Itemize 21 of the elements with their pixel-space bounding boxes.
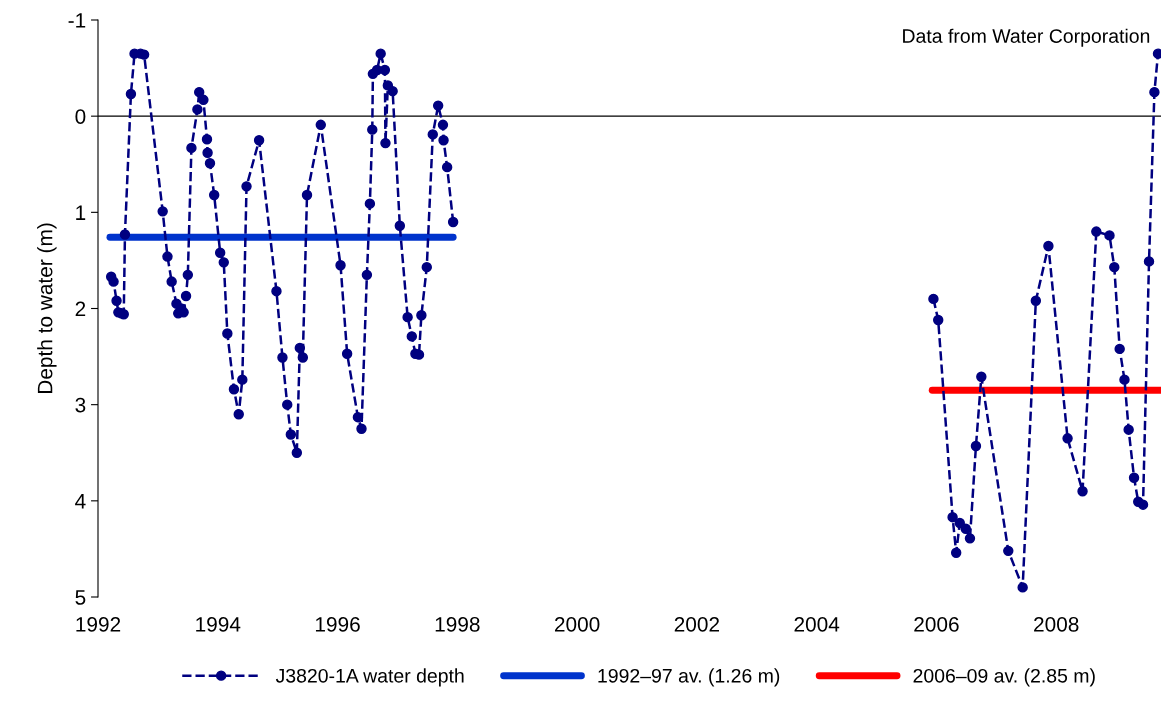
y-axis-title: Depth to water (m) [37, 223, 57, 394]
x-tick-label: 1992 [76, 616, 121, 632]
legend-label: J3820-1A water depth [275, 668, 464, 687]
y-tick-label: -1 [68, 13, 86, 28]
annotation: Data from Water Corporation [903, 28, 1150, 47]
legend-label: 2006–09 av. (2.85 m) [913, 668, 1095, 687]
x-tick-label: 2006 [914, 616, 959, 632]
x-tick-label: 2004 [794, 616, 840, 632]
x-tick-label: 1994 [196, 616, 241, 632]
y-tick-label: 0 [75, 109, 86, 124]
x-tick-label: 2008 [1034, 616, 1079, 632]
y-tick-label: 4 [75, 494, 86, 509]
x-tick-label: 2002 [674, 616, 719, 632]
y-tick-label: 5 [75, 590, 86, 605]
y-tick-label: 1 [76, 205, 86, 220]
y-tick-label: 3 [75, 397, 86, 413]
x-tick-label: 2000 [554, 616, 600, 632]
legend-label: 1992–97 av. (1.26 m) [598, 668, 780, 687]
y-tick-label: 2 [75, 301, 86, 317]
x-tick-label: 1996 [315, 616, 360, 632]
x-tick-label: 1998 [435, 616, 480, 632]
